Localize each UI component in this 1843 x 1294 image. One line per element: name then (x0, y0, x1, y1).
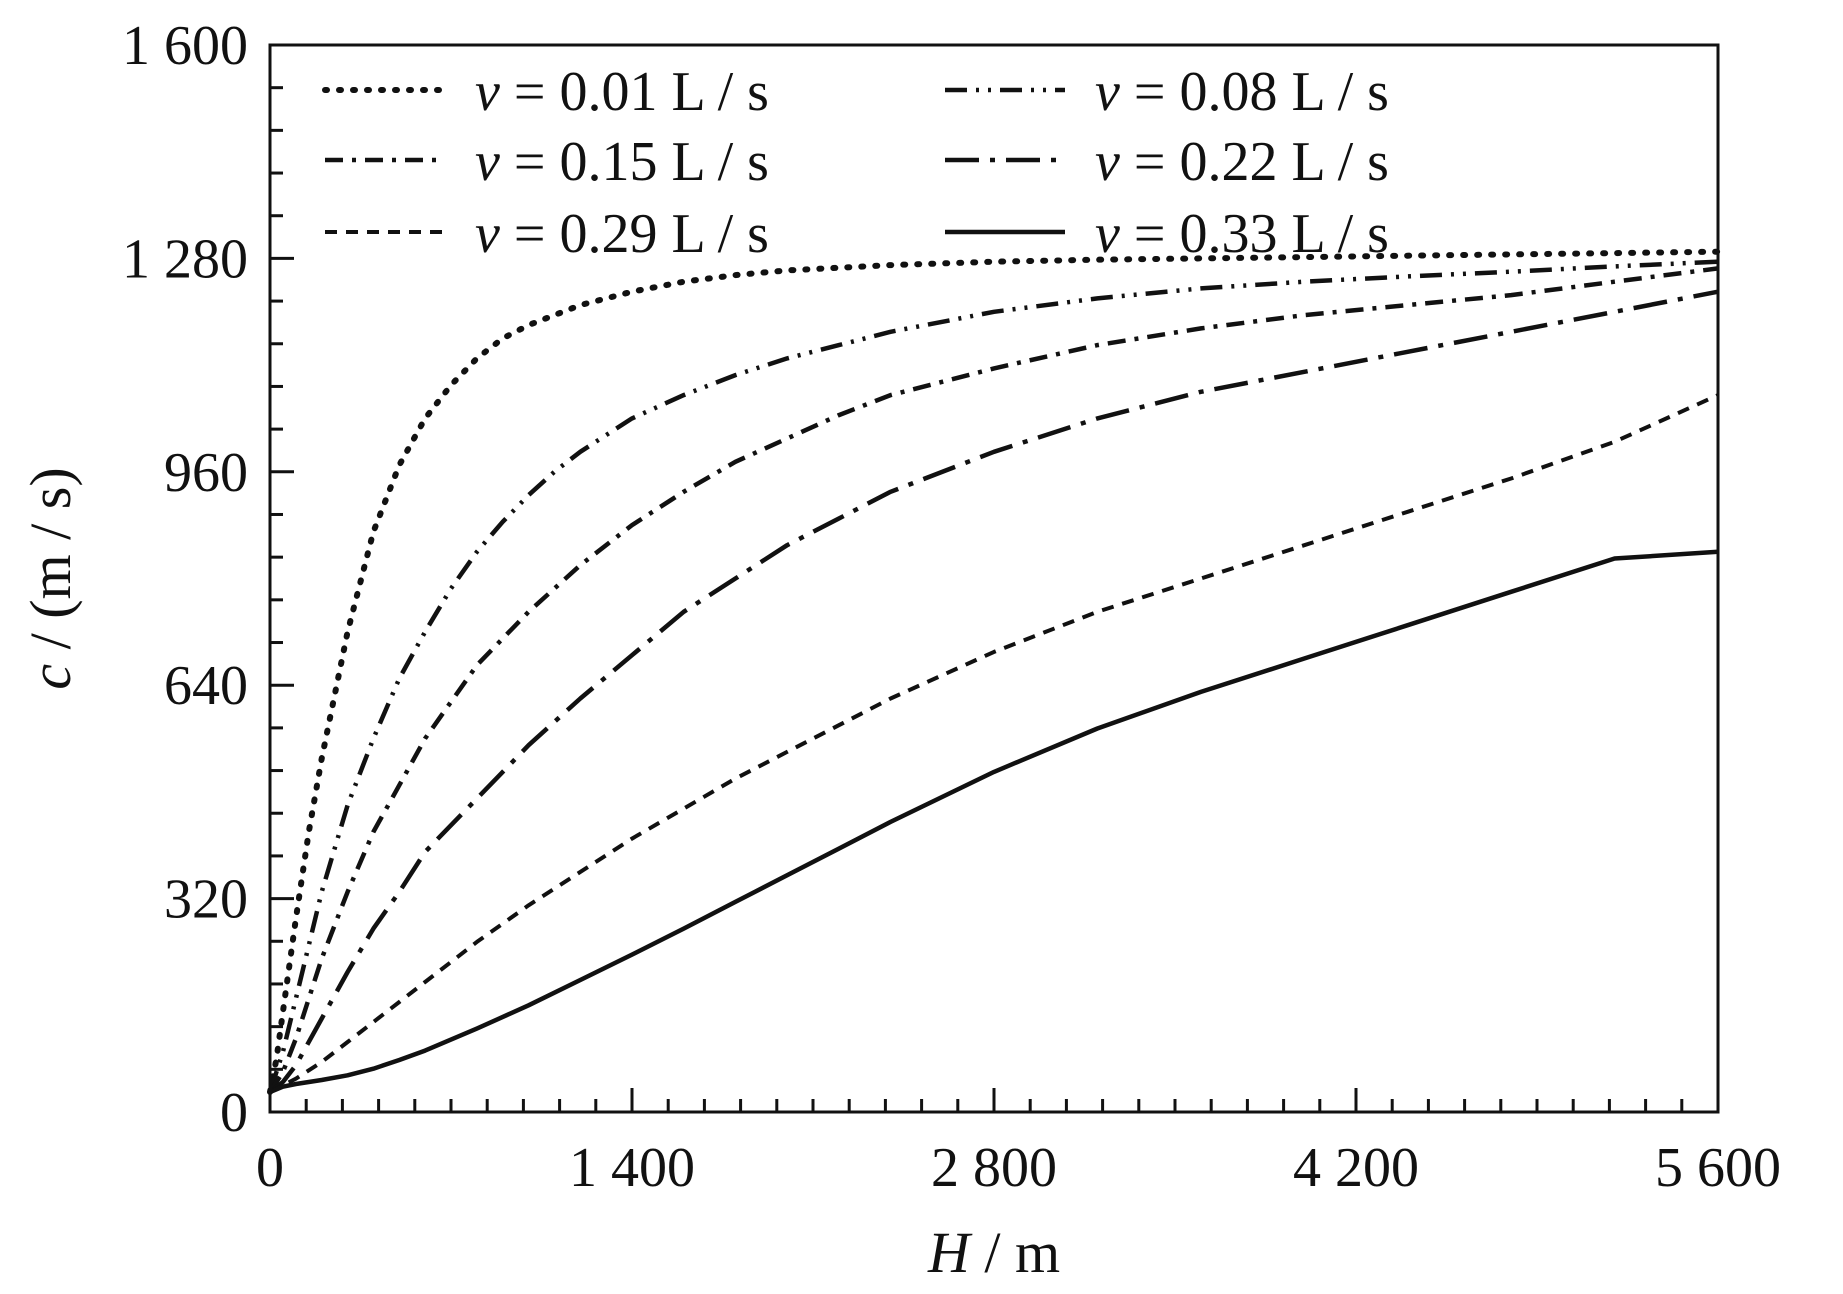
x-tick-label: 4 200 (1293, 1137, 1419, 1199)
y-tick-label: 960 (164, 442, 248, 504)
y-tick-label: 1 280 (122, 228, 248, 290)
legend-label-1: v = 0.01 L / s (475, 61, 769, 123)
legend-label-6: v = 0.33 L / s (1095, 203, 1389, 265)
legend-value: = 0.01 L / s (500, 61, 769, 123)
y-tick-label: 1 600 (122, 15, 248, 77)
tick-labels: 0 1 400 2 800 4 200 5 600 0 320 640 960 1 280 1 60… (122, 15, 1781, 1199)
series-line-1 (267, 248, 1721, 1095)
y-tick-label: 320 (164, 869, 248, 931)
x-tick-label: 0 (256, 1137, 284, 1199)
x-axis-variable: H (927, 1220, 973, 1285)
y-tick-label: 640 (164, 655, 248, 717)
legend-variable: v (475, 61, 500, 123)
y-axis-variable: c (18, 664, 83, 690)
legend-variable: v (1095, 131, 1120, 193)
x-axis-unit: / m (970, 1220, 1060, 1285)
legend-variable: v (1095, 61, 1120, 123)
series-line-6 (269, 549, 1719, 1095)
y-tick-label: 0 (220, 1082, 248, 1144)
y-axis-title: c / (m / s) (18, 467, 83, 689)
legend-value: = 0.29 L / s (500, 203, 769, 265)
series-line-4 (268, 289, 1719, 1094)
legend-value: = 0.22 L / s (1120, 131, 1389, 193)
series-line-2 (267, 259, 1719, 1093)
legend-variable: v (475, 131, 500, 193)
legend-label-2: v = 0.08 L / s (1095, 61, 1389, 123)
legend-label-5: v = 0.29 L / s (475, 203, 769, 265)
x-tick-label: 5 600 (1655, 1137, 1781, 1199)
series-line-3 (268, 266, 1719, 1094)
y-axis-unit: / (m / s) (18, 467, 83, 664)
legend-value: = 0.15 L / s (500, 131, 769, 193)
x-tick-label: 1 400 (569, 1137, 695, 1199)
tick-marks (268, 43, 1720, 1114)
plot-area-frame (268, 43, 1720, 1114)
legend-variable: v (475, 203, 500, 265)
legend-label-3: v = 0.15 L / s (475, 131, 769, 193)
x-tick-label: 2 800 (931, 1137, 1057, 1199)
legend-value: = 0.08 L / s (1120, 61, 1389, 123)
x-axis-title: H / m (927, 1220, 1060, 1285)
series-line-5 (269, 393, 1719, 1094)
legend-variable: v (1095, 203, 1120, 265)
series-lines (267, 248, 1721, 1095)
legend-label-4: v = 0.22 L / s (1095, 131, 1389, 193)
legend-value: = 0.33 L / s (1120, 203, 1389, 265)
